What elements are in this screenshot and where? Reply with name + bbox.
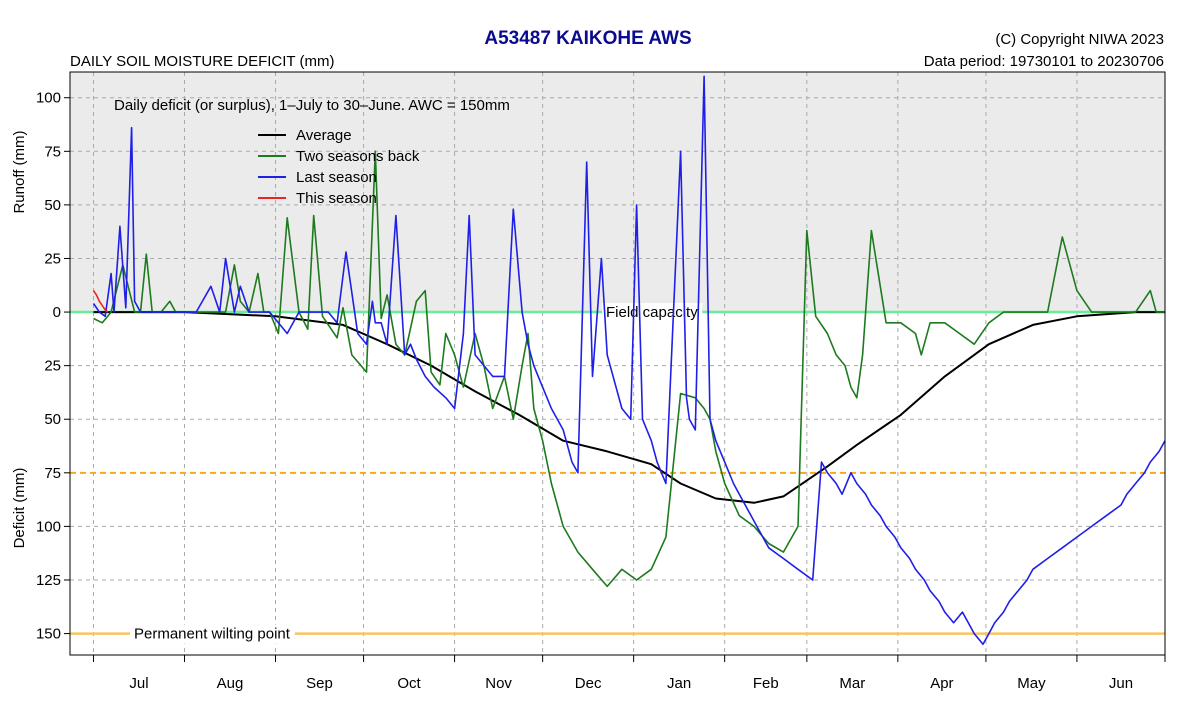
x-tick-label: Jun xyxy=(1109,675,1133,692)
y-tick-label: 25 xyxy=(44,250,61,267)
y-tick-label: 0 xyxy=(53,304,61,321)
x-tick-label: Aug xyxy=(217,675,244,692)
y-tick-label: 50 xyxy=(44,197,61,214)
x-tick-label: Nov xyxy=(485,675,512,692)
x-tick-label: Sep xyxy=(306,675,333,692)
y-axis-label-runoff: Runoff (mm) xyxy=(11,130,28,213)
annotation-text: Daily deficit (or surplus), 1–July to 30… xyxy=(114,97,510,114)
plot-frame xyxy=(69,71,1166,656)
legend-label: Last season xyxy=(296,169,377,186)
series-line-last-season xyxy=(92,75,1166,646)
legend-label: This season xyxy=(296,190,377,207)
x-tick-label: Jan xyxy=(667,675,691,692)
wilting-point-label-bg xyxy=(130,624,295,644)
x-tick-label: Apr xyxy=(930,675,953,692)
y-tick-label: 50 xyxy=(44,411,61,428)
series-line-two-seasons-back xyxy=(93,150,1165,588)
y-tick-label: 100 xyxy=(36,90,61,107)
runoff-panel xyxy=(70,72,1165,313)
legend-label: Average xyxy=(296,127,352,144)
series-line-average xyxy=(93,311,1165,504)
y-tick-label: 150 xyxy=(36,626,61,643)
x-tick-label: May xyxy=(1017,675,1046,692)
x-tick-label: Jul xyxy=(129,675,148,692)
field-capacity-label-bg xyxy=(602,303,703,323)
x-tick-label: Oct xyxy=(397,675,421,692)
legend: Average Two seasons back Last season This s… xyxy=(258,127,420,207)
y-tick-label: 125 xyxy=(36,572,61,589)
y-tick-label: 25 xyxy=(44,358,61,375)
legend-label: Two seasons back xyxy=(296,148,420,165)
series-line-this-season xyxy=(92,290,109,313)
y-tick-label: 75 xyxy=(44,465,61,482)
chart-title: A53487 KAIKOHE AWS xyxy=(484,28,691,49)
field-capacity-label: Field capacity xyxy=(606,304,698,321)
y-tick-label: 75 xyxy=(44,143,61,160)
data-period-text: Data period: 19730101 to 20230706 xyxy=(924,53,1164,70)
chart-subtitle: DAILY SOIL MOISTURE DEFICIT (mm) xyxy=(70,53,334,70)
x-tick-label: Mar xyxy=(839,675,865,692)
y-tick-label: 100 xyxy=(36,518,61,535)
y-axis-label-deficit: Deficit (mm) xyxy=(11,468,28,549)
copyright-text: (C) Copyright NIWA 2023 xyxy=(995,31,1164,48)
wilting-point-label: Permanent wilting point xyxy=(134,626,291,643)
x-tick-label: Feb xyxy=(753,675,779,692)
x-tick-label: Dec xyxy=(575,675,602,692)
